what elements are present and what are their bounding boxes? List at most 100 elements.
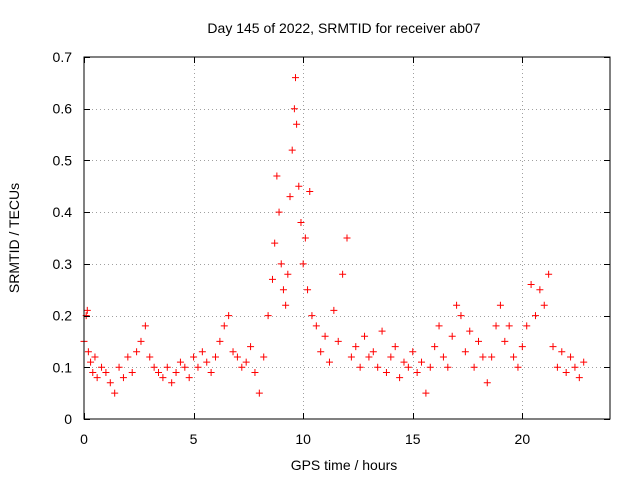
data-point	[172, 368, 180, 376]
x-tick-label: 15	[405, 431, 421, 447]
data-point	[194, 363, 202, 371]
data-point	[264, 312, 272, 320]
data-point	[308, 312, 316, 320]
data-point	[479, 353, 487, 361]
axes	[83, 56, 611, 420]
data-point	[339, 270, 347, 278]
data-point	[413, 368, 421, 376]
data-point	[558, 348, 566, 356]
data-point	[365, 353, 373, 361]
data-point	[255, 389, 263, 397]
data-point	[102, 368, 110, 376]
y-tick-label: 0.4	[53, 204, 73, 220]
data-point	[514, 363, 522, 371]
data-point	[247, 343, 255, 351]
data-point	[198, 348, 206, 356]
data-point	[330, 306, 338, 314]
data-point	[203, 358, 211, 366]
y-tick-label: 0.3	[53, 256, 73, 272]
data-point	[190, 353, 198, 361]
data-point	[510, 353, 518, 361]
data-point	[321, 332, 329, 340]
data-point	[286, 193, 294, 201]
data-point	[567, 353, 575, 361]
data-point	[391, 343, 399, 351]
data-point	[527, 281, 535, 289]
data-point	[304, 286, 312, 294]
data-point	[220, 322, 228, 330]
data-point	[293, 120, 301, 128]
x-tick-label: 0	[80, 431, 88, 447]
y-tick-label: 0.7	[53, 49, 73, 65]
data-point	[288, 146, 296, 154]
data-point	[98, 363, 106, 371]
data-point	[545, 270, 553, 278]
data-point	[536, 286, 544, 294]
data-point	[185, 374, 193, 382]
data-point	[378, 327, 386, 335]
y-tick-label: 0	[64, 411, 72, 427]
data-point	[444, 363, 452, 371]
data-point	[290, 105, 298, 113]
data-point	[431, 343, 439, 351]
data-point	[181, 363, 189, 371]
data-points	[80, 74, 588, 397]
tick-labels: 0 5 10 15 20 0 0.1 0.2 0.3 0.4 0.5 0.6 0.7	[53, 49, 531, 447]
data-point	[124, 353, 132, 361]
data-point	[418, 358, 426, 366]
data-point	[277, 260, 285, 268]
data-point	[146, 353, 154, 361]
data-point	[448, 332, 456, 340]
data-point	[137, 337, 145, 345]
data-point	[361, 332, 369, 340]
data-point	[89, 368, 97, 376]
data-point	[488, 353, 496, 361]
data-point	[409, 348, 417, 356]
data-point	[111, 389, 119, 397]
data-point	[306, 187, 314, 195]
data-point	[426, 363, 434, 371]
data-point	[496, 301, 504, 309]
data-point	[284, 270, 292, 278]
data-point	[275, 208, 283, 216]
data-point	[91, 353, 99, 361]
y-tick-label: 0.5	[53, 152, 73, 168]
data-point	[279, 286, 287, 294]
data-point	[562, 368, 570, 376]
data-point	[400, 358, 408, 366]
data-point	[260, 353, 268, 361]
data-point	[93, 374, 101, 382]
plot-frame	[83, 56, 611, 420]
data-point	[435, 322, 443, 330]
data-point	[453, 301, 461, 309]
data-point	[225, 312, 233, 320]
data-point	[299, 260, 307, 268]
data-point	[141, 322, 149, 330]
data-point	[470, 363, 478, 371]
data-point	[229, 348, 237, 356]
chart-title: Day 145 of 2022, SRMTID for receiver ab0…	[207, 20, 480, 36]
data-point	[317, 348, 325, 356]
data-point	[128, 368, 136, 376]
data-point	[87, 358, 95, 366]
data-point	[501, 337, 509, 345]
data-point	[297, 218, 305, 226]
y-tick-label: 0.2	[53, 308, 73, 324]
data-point	[271, 239, 279, 247]
data-point	[312, 322, 320, 330]
data-point	[483, 379, 491, 387]
data-point	[212, 353, 219, 361]
data-point	[163, 363, 171, 371]
data-point	[282, 301, 290, 309]
data-point	[216, 337, 224, 345]
data-point	[115, 363, 123, 371]
data-point	[439, 353, 447, 361]
data-point	[549, 343, 557, 351]
data-point	[461, 348, 469, 356]
data-point	[83, 306, 91, 314]
data-point	[295, 182, 303, 190]
data-point	[347, 353, 355, 361]
data-point	[84, 348, 92, 356]
data-point	[580, 358, 588, 366]
data-point	[343, 234, 351, 242]
